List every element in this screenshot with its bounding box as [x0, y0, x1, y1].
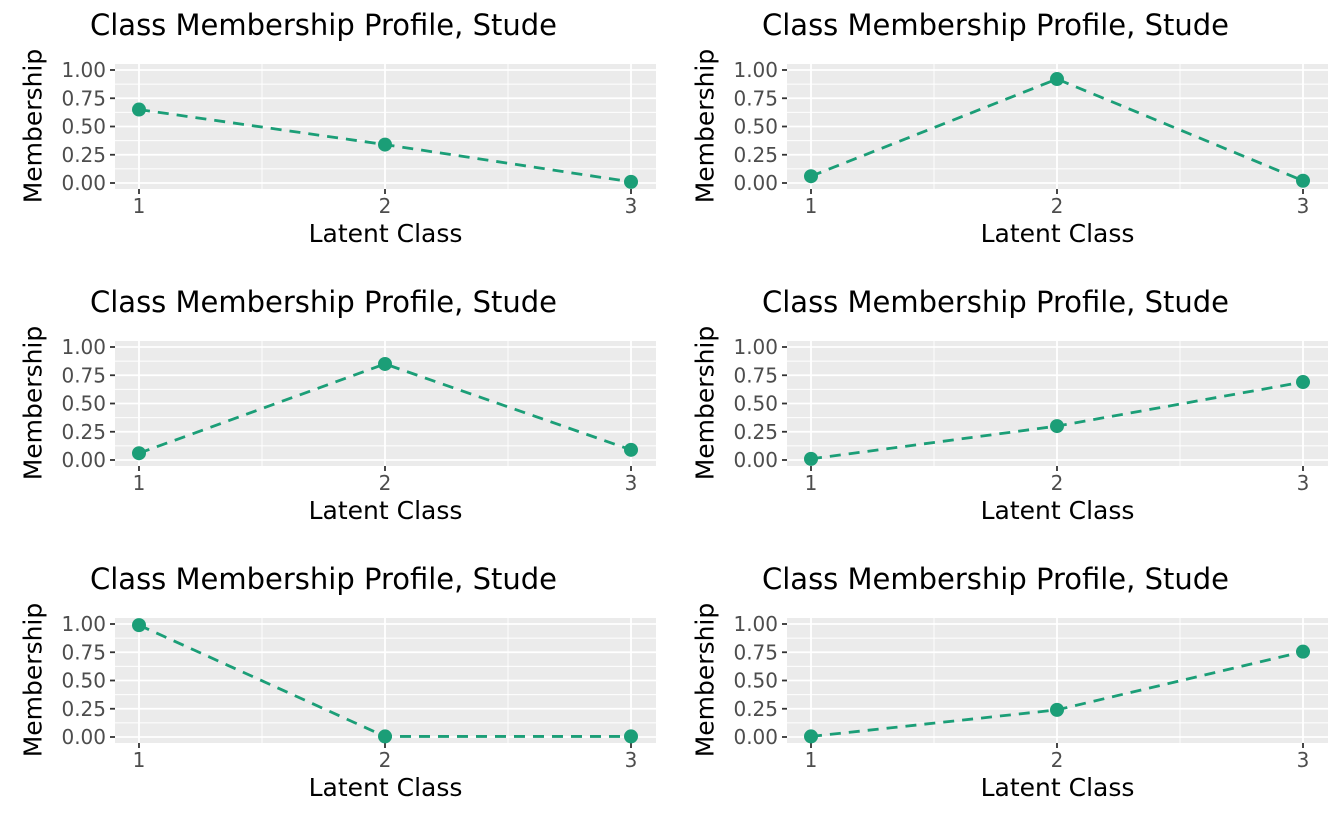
x-axis-title: Latent Class: [980, 773, 1135, 802]
x-axis-title: Latent Class: [980, 496, 1135, 525]
x-axis-title: Latent Class: [308, 496, 463, 525]
y-tick-label: 0.00: [61, 448, 106, 472]
data-point: [1050, 72, 1064, 87]
y-tick-label: 1.00: [733, 612, 778, 636]
data-point: [378, 356, 392, 371]
y-tick-label: 0.00: [733, 171, 778, 195]
x-tick-label: 3: [1297, 194, 1310, 218]
plot-area: 1.00 0.75 0.50 0.25 0.00 1 2 3: [733, 335, 1328, 495]
data-point: [132, 102, 146, 117]
data-point: [804, 451, 818, 466]
x-tick-label: 2: [379, 471, 392, 495]
y-tick-label: 0.75: [61, 363, 106, 387]
x-tick-label: 1: [133, 471, 146, 495]
x-tick-label: 3: [625, 194, 638, 218]
y-tick-label: 0.50: [733, 392, 778, 416]
x-tick-label: 3: [1297, 471, 1310, 495]
y-tick-label: 0.50: [61, 669, 106, 693]
chart-title: Class Membership Profile, Stude: [90, 562, 557, 596]
plot-area: 1.00 0.75 0.50 0.25 0.00 1 2 3: [61, 612, 656, 772]
x-tick-label: 2: [379, 194, 392, 218]
data-point: [1296, 173, 1310, 188]
y-tick-label: 0.50: [61, 115, 106, 139]
y-tick-label: 0.25: [61, 697, 106, 721]
y-tick-label: 0.50: [733, 669, 778, 693]
chart-title: Class Membership Profile, Stude: [90, 8, 557, 42]
y-tick-label: 0.50: [733, 115, 778, 139]
plot-area: 1.00 0.75 0.50 0.25 0.00 1 2 3: [733, 612, 1328, 772]
data-point: [1296, 644, 1310, 659]
x-tick-label: 2: [379, 748, 392, 772]
y-tick-label: 0.25: [733, 420, 778, 444]
y-tick-label: 0.00: [733, 448, 778, 472]
y-tick-label: 0.00: [61, 725, 106, 749]
x-tick-label: 2: [1051, 194, 1064, 218]
y-tick-label: 1.00: [61, 612, 106, 636]
subplot-1: Class Membership Profile, Stude Membersh…: [0, 0, 672, 277]
data-line: [810, 77, 1304, 183]
x-axis-title: Latent Class: [308, 219, 463, 248]
chart-title: Class Membership Profile, Stude: [762, 285, 1229, 319]
data-point: [624, 729, 638, 744]
x-tick-label: 1: [805, 471, 818, 495]
y-tick-label: 1.00: [733, 58, 778, 82]
x-tick-label: 3: [625, 748, 638, 772]
x-axis-title: Latent Class: [308, 773, 463, 802]
y-tick-label: 0.25: [61, 143, 106, 167]
y-tick-label: 0.75: [61, 86, 106, 110]
data-point: [624, 442, 638, 457]
data-point: [1050, 702, 1064, 717]
plot-area: 1.00 0.75 0.50 0.25 0.00 1 2 3: [61, 58, 656, 218]
y-tick-label: 0.25: [733, 143, 778, 167]
x-tick-label: 2: [1051, 748, 1064, 772]
data-point: [378, 137, 392, 152]
x-tick-label: 3: [1297, 748, 1310, 772]
data-point: [132, 618, 146, 633]
x-tick-label: 2: [1051, 471, 1064, 495]
y-tick-label: 0.25: [61, 420, 106, 444]
x-tick-label: 1: [805, 194, 818, 218]
y-tick-label: 0.75: [733, 640, 778, 664]
y-tick-label: 0.00: [61, 171, 106, 195]
data-point: [1296, 375, 1310, 390]
y-tick-label: 1.00: [61, 335, 106, 359]
data-point: [1050, 419, 1064, 434]
y-tick-label: 0.75: [733, 86, 778, 110]
subplot-3: Class Membership Profile, Stude Membersh…: [0, 277, 672, 554]
data-point: [624, 174, 638, 189]
data-point: [132, 446, 146, 461]
subplot-2: Class Membership Profile, Stude Membersh…: [672, 0, 1344, 277]
subplot-6: Class Membership Profile, Stude Membersh…: [672, 554, 1344, 830]
chart-title: Class Membership Profile, Stude: [762, 562, 1229, 596]
y-tick-label: 0.75: [733, 363, 778, 387]
x-tick-label: 1: [133, 194, 146, 218]
y-tick-label: 0.50: [61, 392, 106, 416]
y-tick-label: 0.75: [61, 640, 106, 664]
y-tick-label: 1.00: [61, 58, 106, 82]
y-tick-label: 1.00: [733, 335, 778, 359]
chart-title: Class Membership Profile, Stude: [90, 285, 557, 319]
y-tick-label: 0.25: [733, 697, 778, 721]
y-tick-label: 0.00: [733, 725, 778, 749]
plot-area: 1.00 0.75 0.50 0.25 0.00 1 2 3: [733, 58, 1328, 218]
x-tick-label: 1: [805, 748, 818, 772]
data-point: [378, 729, 392, 744]
data-point: [804, 169, 818, 184]
subplot-4: Class Membership Profile, Stude Membersh…: [672, 277, 1344, 554]
plot-area: 1.00 0.75 0.50 0.25 0.00 1 2 3: [61, 335, 656, 495]
x-axis-title: Latent Class: [980, 219, 1135, 248]
x-tick-label: 3: [625, 471, 638, 495]
subplot-5: Class Membership Profile, Stude Membersh…: [0, 554, 672, 830]
x-tick-label: 1: [133, 748, 146, 772]
data-point: [804, 729, 818, 744]
chart-title: Class Membership Profile, Stude: [762, 8, 1229, 42]
